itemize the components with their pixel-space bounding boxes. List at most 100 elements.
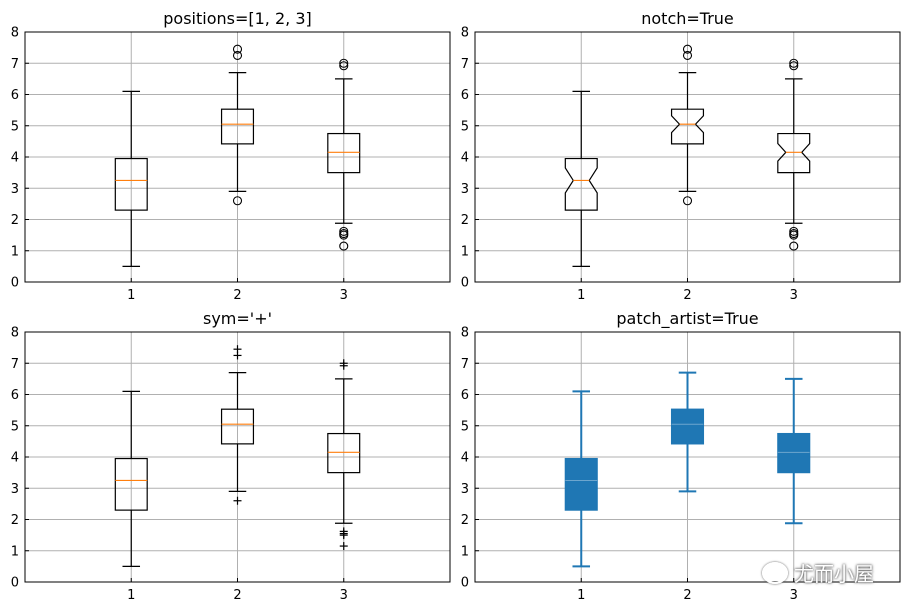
box-2 [670, 44, 705, 206]
y-tick-label: 4 [461, 451, 469, 466]
y-tick-label: 6 [461, 88, 469, 103]
chart-panel-1: positions=[1, 2, 3] 0 1 2 3 4 5 6 7 8 1 2 3 [11, 9, 451, 303]
box-2 [670, 371, 705, 493]
flier-point [789, 226, 799, 236]
axes-frame [24, 31, 451, 283]
axes-frame [474, 31, 901, 283]
box-1 [114, 390, 148, 567]
x-tick-label: 2 [683, 288, 691, 303]
flier-point [339, 542, 348, 551]
panel-title: patch_artist=True [616, 309, 758, 329]
box-2 [220, 44, 255, 206]
box-body [670, 108, 705, 145]
box-body [777, 432, 811, 474]
x-tick-label: 3 [790, 288, 798, 303]
y-tick-label: 1 [461, 244, 469, 259]
y-tick-label: 7 [461, 357, 469, 372]
box-body [777, 132, 811, 174]
y-tick-label: 8 [461, 26, 469, 41]
flier-point [789, 230, 799, 240]
flier-point [789, 61, 799, 71]
x-tick-label: 2 [683, 588, 691, 603]
y-tick-label: 4 [461, 151, 469, 166]
y-tick-label: 0 [461, 276, 469, 291]
flier-point [339, 226, 349, 236]
flier-point [233, 496, 242, 505]
y-tick-label: 8 [461, 326, 469, 341]
x-tick-label: 1 [577, 288, 585, 303]
box-body [327, 432, 361, 474]
x-tick-label: 2 [233, 588, 241, 603]
flier-point [339, 58, 349, 68]
y-tick-label: 0 [461, 576, 469, 591]
flier-point [232, 44, 243, 54]
flier-point [789, 58, 799, 68]
box-body [114, 457, 148, 511]
y-tick-label: 8 [11, 326, 19, 341]
y-tick-label: 5 [461, 419, 469, 434]
y-tick-label: 1 [461, 544, 469, 559]
y-tick-label: 5 [461, 119, 469, 134]
box-body [114, 157, 148, 211]
y-tick-label: 1 [11, 244, 19, 259]
box-body [220, 408, 255, 445]
chart-panel-3: sym='+' 0 1 2 3 4 5 6 7 8 1 2 3 [11, 309, 451, 603]
y-tick-label: 2 [461, 513, 469, 528]
panel-title: positions=[1, 2, 3] [163, 9, 311, 28]
box-body [564, 157, 598, 211]
panel-title: notch=True [641, 9, 734, 28]
flier-point [339, 230, 349, 240]
x-tick-label: 2 [233, 288, 241, 303]
flier-point [232, 196, 243, 206]
flier-point [682, 50, 693, 60]
flier-point [339, 359, 348, 368]
box-3 [777, 58, 811, 251]
y-tick-label: 8 [11, 26, 19, 41]
box-2 [220, 345, 255, 505]
watermark-text: 尤而小屋 [794, 562, 874, 586]
y-tick-label: 4 [11, 451, 19, 466]
x-tick-label: 1 [127, 288, 135, 303]
axes-frame [474, 331, 901, 583]
box-body [327, 132, 361, 174]
wechat-icon [762, 561, 788, 584]
flier-point [339, 531, 348, 540]
x-tick-label: 3 [340, 588, 348, 603]
flier-point [789, 241, 799, 251]
y-tick-label: 7 [11, 357, 19, 372]
y-tick-label: 3 [11, 482, 19, 497]
y-tick-label: 2 [461, 213, 469, 228]
box-1 [114, 90, 148, 267]
x-tick-label: 1 [577, 588, 585, 603]
axes-frame [24, 331, 451, 583]
box-1 [564, 390, 598, 568]
flier-point [339, 241, 349, 251]
box-3 [327, 58, 361, 251]
box-1 [564, 90, 598, 267]
y-tick-label: 2 [11, 513, 19, 528]
box-3 [777, 377, 811, 525]
y-tick-label: 7 [461, 57, 469, 72]
flier-point [682, 196, 693, 206]
watermark: 尤而小屋 [762, 558, 874, 587]
box-body [564, 457, 598, 511]
panel-title: sym='+' [203, 309, 272, 328]
y-tick-label: 0 [11, 276, 19, 291]
y-tick-label: 7 [11, 57, 19, 72]
chart-panel-2: notch=True 0 1 2 3 4 5 6 7 8 1 2 3 [461, 9, 901, 303]
y-tick-label: 1 [11, 544, 19, 559]
y-tick-label: 5 [11, 119, 19, 134]
y-tick-label: 3 [11, 182, 19, 197]
y-tick-label: 3 [461, 482, 469, 497]
flier-point [233, 345, 242, 354]
y-tick-label: 3 [461, 182, 469, 197]
x-tick-label: 1 [127, 588, 135, 603]
y-tick-label: 4 [11, 151, 19, 166]
flier-point [682, 44, 693, 54]
x-tick-label: 3 [790, 588, 798, 603]
flier-point [232, 50, 243, 60]
y-tick-label: 6 [11, 88, 19, 103]
chart-panel-4: patch_artist=True 0 1 2 3 4 5 6 7 8 1 2 3 [461, 309, 901, 603]
box-body [670, 408, 705, 445]
